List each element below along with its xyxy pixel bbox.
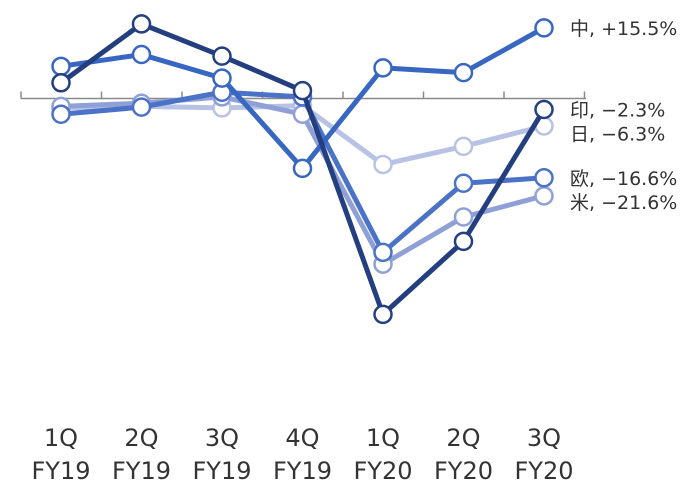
data-point xyxy=(373,58,393,78)
x-tick-label: 2Q FY20 xyxy=(434,424,493,485)
x-tick-labels: 1Q FY19 2Q FY19 3Q FY19 4Q FY19 1Q FY20 2Q FY20 3Q FY… xyxy=(31,424,573,485)
series-end-label: 欧, −16.6% xyxy=(570,168,677,190)
series-end-label: 米, −21.6% xyxy=(570,192,677,214)
data-point xyxy=(292,158,313,179)
data-point xyxy=(51,56,71,77)
data-point xyxy=(534,99,554,120)
data-point xyxy=(373,242,393,263)
data-point xyxy=(534,18,554,38)
series-end-label: 印, −2.3% xyxy=(570,99,665,121)
x-tick-label: 1Q FY19 xyxy=(31,424,90,485)
x-tick-label: 1Q FY20 xyxy=(353,424,412,485)
series-layer xyxy=(51,14,554,325)
data-point xyxy=(373,304,393,325)
data-point xyxy=(292,80,313,101)
data-point xyxy=(453,62,474,83)
data-point xyxy=(453,136,474,157)
x-tick-label: 4Q FY19 xyxy=(273,424,332,485)
series-4 xyxy=(51,14,554,325)
data-point xyxy=(373,154,393,175)
data-point xyxy=(453,231,474,252)
end-labels: 中, +15.5% 印, −2.3%日, −6.3% 欧, −16.6%米, −21… xyxy=(570,18,677,214)
data-point xyxy=(534,168,554,188)
data-point xyxy=(131,97,152,117)
series-end-label: 日, −6.3% xyxy=(570,123,665,145)
data-point xyxy=(453,173,474,194)
data-point xyxy=(131,44,152,65)
data-point xyxy=(212,46,232,66)
data-point xyxy=(51,104,71,124)
x-tick-label: 3Q FY19 xyxy=(192,424,251,485)
data-point xyxy=(212,68,232,88)
series-3 xyxy=(51,18,554,179)
data-point xyxy=(131,14,152,34)
x-tick-label: 3Q FY20 xyxy=(514,424,573,485)
data-point xyxy=(51,73,71,93)
series-end-label: 中, +15.5% xyxy=(570,18,677,40)
data-point xyxy=(534,186,554,206)
data-point xyxy=(453,207,474,227)
x-tick-label: 2Q FY19 xyxy=(112,424,171,485)
